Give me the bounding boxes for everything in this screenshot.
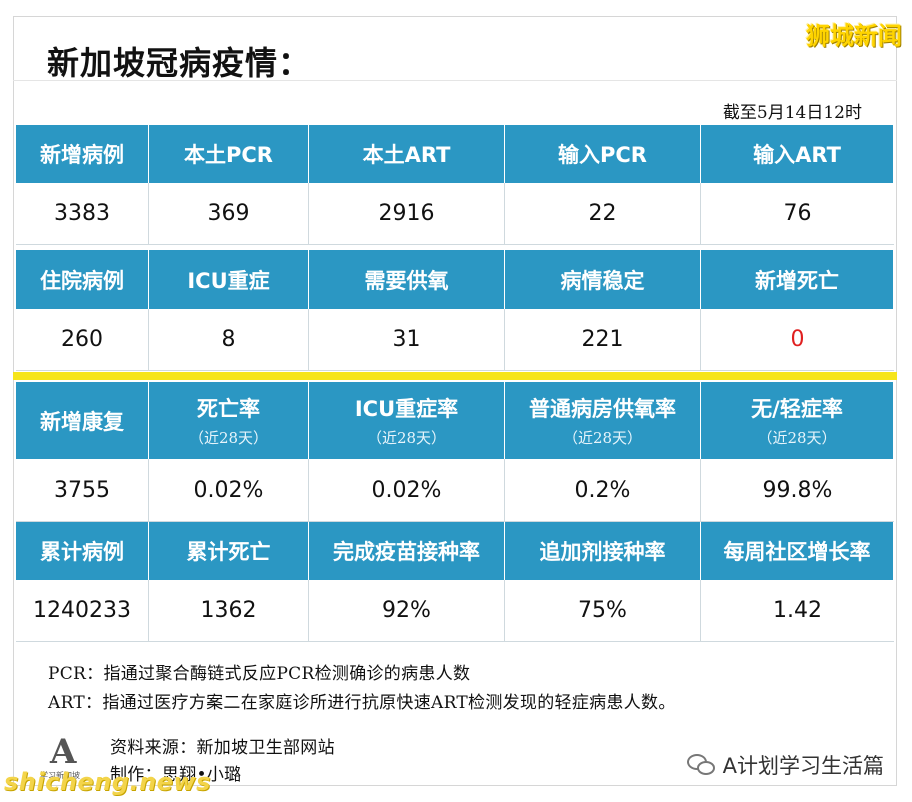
header-imported-pcr: 输入PCR — [505, 125, 701, 183]
header-icu-rate-label: ICU重症率 — [354, 397, 459, 421]
note-art: ART：指通过医疗方案二在家庭诊所进行抗原快速ART检测发现的轻症病患人数。 — [48, 693, 676, 713]
site-watermark: shicheng.news — [4, 768, 211, 796]
header-total-cases: 累计病例 — [16, 522, 149, 580]
header-weekly-growth: 每周社区增长率 — [701, 522, 894, 580]
value-imported-art: 76 — [701, 183, 894, 245]
wechat-account: A计划学习生活篇 — [686, 750, 884, 780]
header-icu: ICU重症 — [149, 250, 309, 309]
value-stable: 221 — [505, 309, 701, 371]
header-mild-rate: 无/轻症率 （近28天） — [701, 382, 894, 459]
header-vaccination-rate: 完成疫苗接种率 — [309, 522, 505, 580]
section-recovery: 新增康复 死亡率 （近28天） ICU重症率 （近28天） 普通病房供氧率 （近… — [16, 382, 894, 522]
value-death-rate: 0.02% — [149, 459, 309, 522]
wechat-icon — [686, 752, 717, 778]
section-cumulative: 累计病例 累计死亡 完成疫苗接种率 追加剂接种率 每周社区增长率 1240233… — [16, 522, 894, 642]
header-booster-rate: 追加剂接种率 — [505, 522, 701, 580]
value-recovered: 3755 — [16, 459, 149, 522]
logo-letter: A — [50, 732, 77, 772]
header-recovered-label: 新增康复 — [40, 409, 124, 434]
value-booster-rate: 75% — [505, 580, 701, 642]
value-imported-pcr: 22 — [505, 183, 701, 245]
header-hospitalised: 住院病例 — [16, 250, 149, 309]
header-new-cases: 新增病例 — [16, 125, 149, 183]
as-of-timestamp: 截至5月14日12时 — [722, 103, 862, 123]
value-oxygen: 31 — [309, 309, 505, 371]
header-oxygen: 需要供氧 — [309, 250, 505, 309]
author-credit: 制作：思翔•小璐 — [110, 765, 242, 785]
section-new-cases: 新增病例 本土PCR 本土ART 输入PCR 输入ART 3383 369 29… — [16, 125, 894, 245]
value-ward-oxygen-rate: 0.2% — [505, 459, 701, 522]
brand-logo-text: 狮城新闻 — [806, 22, 902, 50]
header-icu-rate: ICU重症率 （近28天） — [309, 382, 505, 459]
value-hospitalised: 260 — [16, 309, 149, 371]
value-total-deaths: 1362 — [149, 580, 309, 642]
value-new-deaths: 0 — [701, 309, 894, 371]
value-mild-rate: 99.8% — [701, 459, 894, 522]
title-divider — [13, 80, 897, 81]
header-total-deaths: 累计死亡 — [149, 522, 309, 580]
header-ward-oxygen-rate: 普通病房供氧率 （近28天） — [505, 382, 701, 459]
header-death-rate-label: 死亡率 — [197, 397, 260, 421]
data-source: 资料来源：新加坡卫生部网站 — [110, 738, 335, 758]
value-icu-rate: 0.02% — [309, 459, 505, 522]
logo-caption: 学习新加坡 — [40, 771, 80, 780]
header-new-deaths: 新增死亡 — [701, 250, 894, 309]
section-hospital: 住院病例 ICU重症 需要供氧 病情稳定 新增死亡 260 8 31 221 0 — [16, 250, 894, 371]
value-icu: 8 — [149, 309, 309, 371]
value-new-cases: 3383 — [16, 183, 149, 245]
header-icu-rate-period: （近28天） — [366, 429, 447, 447]
wechat-account-name: A计划学习生活篇 — [722, 754, 884, 778]
value-total-cases: 1240233 — [16, 580, 149, 642]
header-imported-art: 输入ART — [701, 125, 894, 183]
header-ward-oxygen-rate-label: 普通病房供氧率 — [529, 397, 676, 421]
header-local-pcr: 本土PCR — [149, 125, 309, 183]
publisher-logo: A 学习新加坡 — [40, 732, 100, 782]
value-weekly-growth: 1.42 — [701, 580, 894, 642]
value-vaccination-rate: 92% — [309, 580, 505, 642]
header-mild-rate-period: （近28天） — [757, 429, 837, 447]
header-death-rate-period: （近28天） — [188, 429, 269, 447]
value-local-pcr: 369 — [149, 183, 309, 245]
header-mild-rate-label: 无/轻症率 — [751, 397, 843, 421]
note-pcr: PCR：指通过聚合酶链式反应PCR检测确诊的病患人数 — [48, 664, 471, 684]
header-death-rate: 死亡率 （近28天） — [149, 382, 309, 459]
header-recovered: 新增康复 — [16, 382, 149, 459]
header-ward-oxygen-rate-period: （近28天） — [562, 429, 643, 447]
value-local-art: 2916 — [309, 183, 505, 245]
section-divider — [13, 372, 897, 380]
header-local-art: 本土ART — [309, 125, 505, 183]
header-stable: 病情稳定 — [505, 250, 701, 309]
page-title: 新加坡冠病疫情： — [47, 44, 312, 82]
